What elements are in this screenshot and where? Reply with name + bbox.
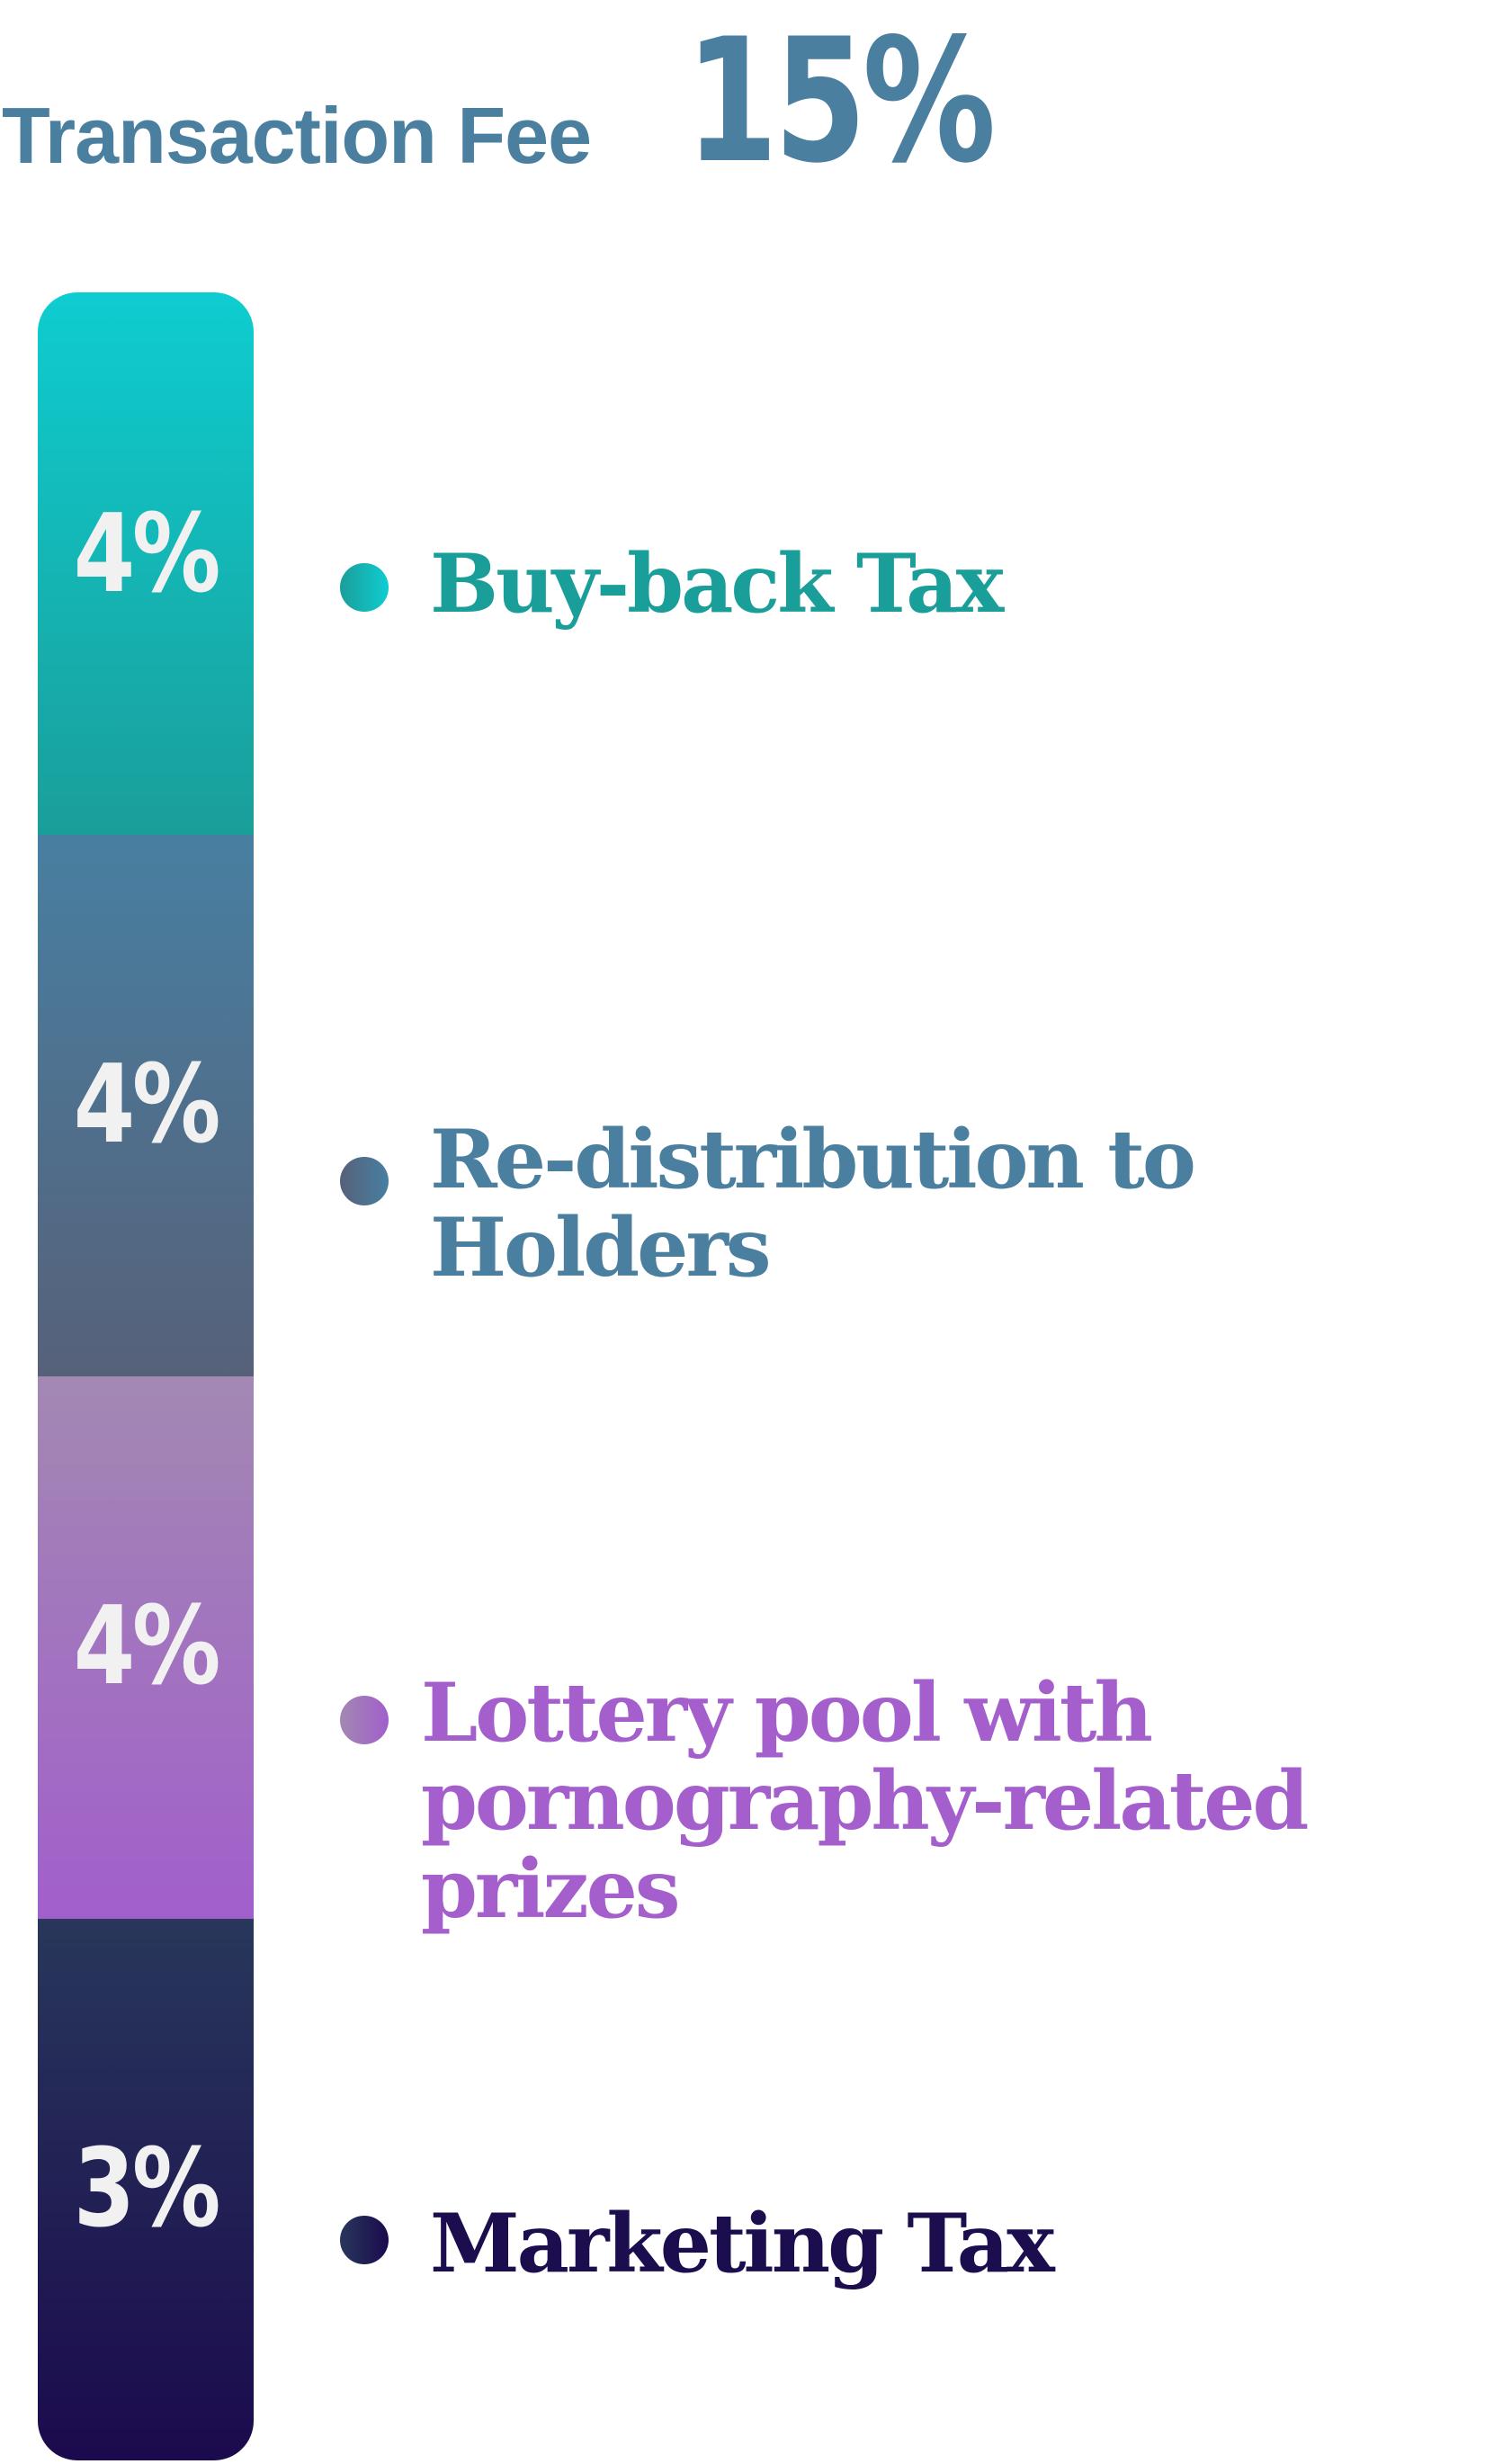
legend-dot-icon: [340, 1696, 389, 1744]
stacked-fee-bar: 4% 4% 4% 3%: [38, 292, 254, 2460]
total-fee-value: 15%: [685, 2, 996, 201]
bar-segment-1: 4%: [38, 292, 254, 835]
legend-label: Lottery pool with pornography-related pr…: [421, 1665, 1309, 1937]
chart-header: Transaction Fee 15%: [0, 0, 1494, 207]
legend-label: Buy-back Tax: [430, 536, 1004, 632]
legend-dot-icon: [340, 563, 389, 612]
bar-segment-label: 3%: [73, 2126, 221, 2252]
legend-dot-icon: [340, 1157, 389, 1205]
bar-segment-label: 4%: [73, 1584, 221, 1710]
bar-segment-label: 4%: [73, 1042, 221, 1168]
legend-label: Marketing Tax: [430, 2196, 1055, 2291]
bar-segment-label: 4%: [73, 492, 221, 618]
bar-segment-3: 4%: [38, 1376, 254, 1919]
legend-label: Re-distribution to Holders: [430, 1112, 1196, 1295]
chart-title: Transaction Fee: [2, 91, 592, 180]
legend-dot-icon: [340, 2216, 389, 2264]
bar-segment-4: 3%: [38, 1918, 254, 2460]
bar-segment-2: 4%: [38, 834, 254, 1376]
